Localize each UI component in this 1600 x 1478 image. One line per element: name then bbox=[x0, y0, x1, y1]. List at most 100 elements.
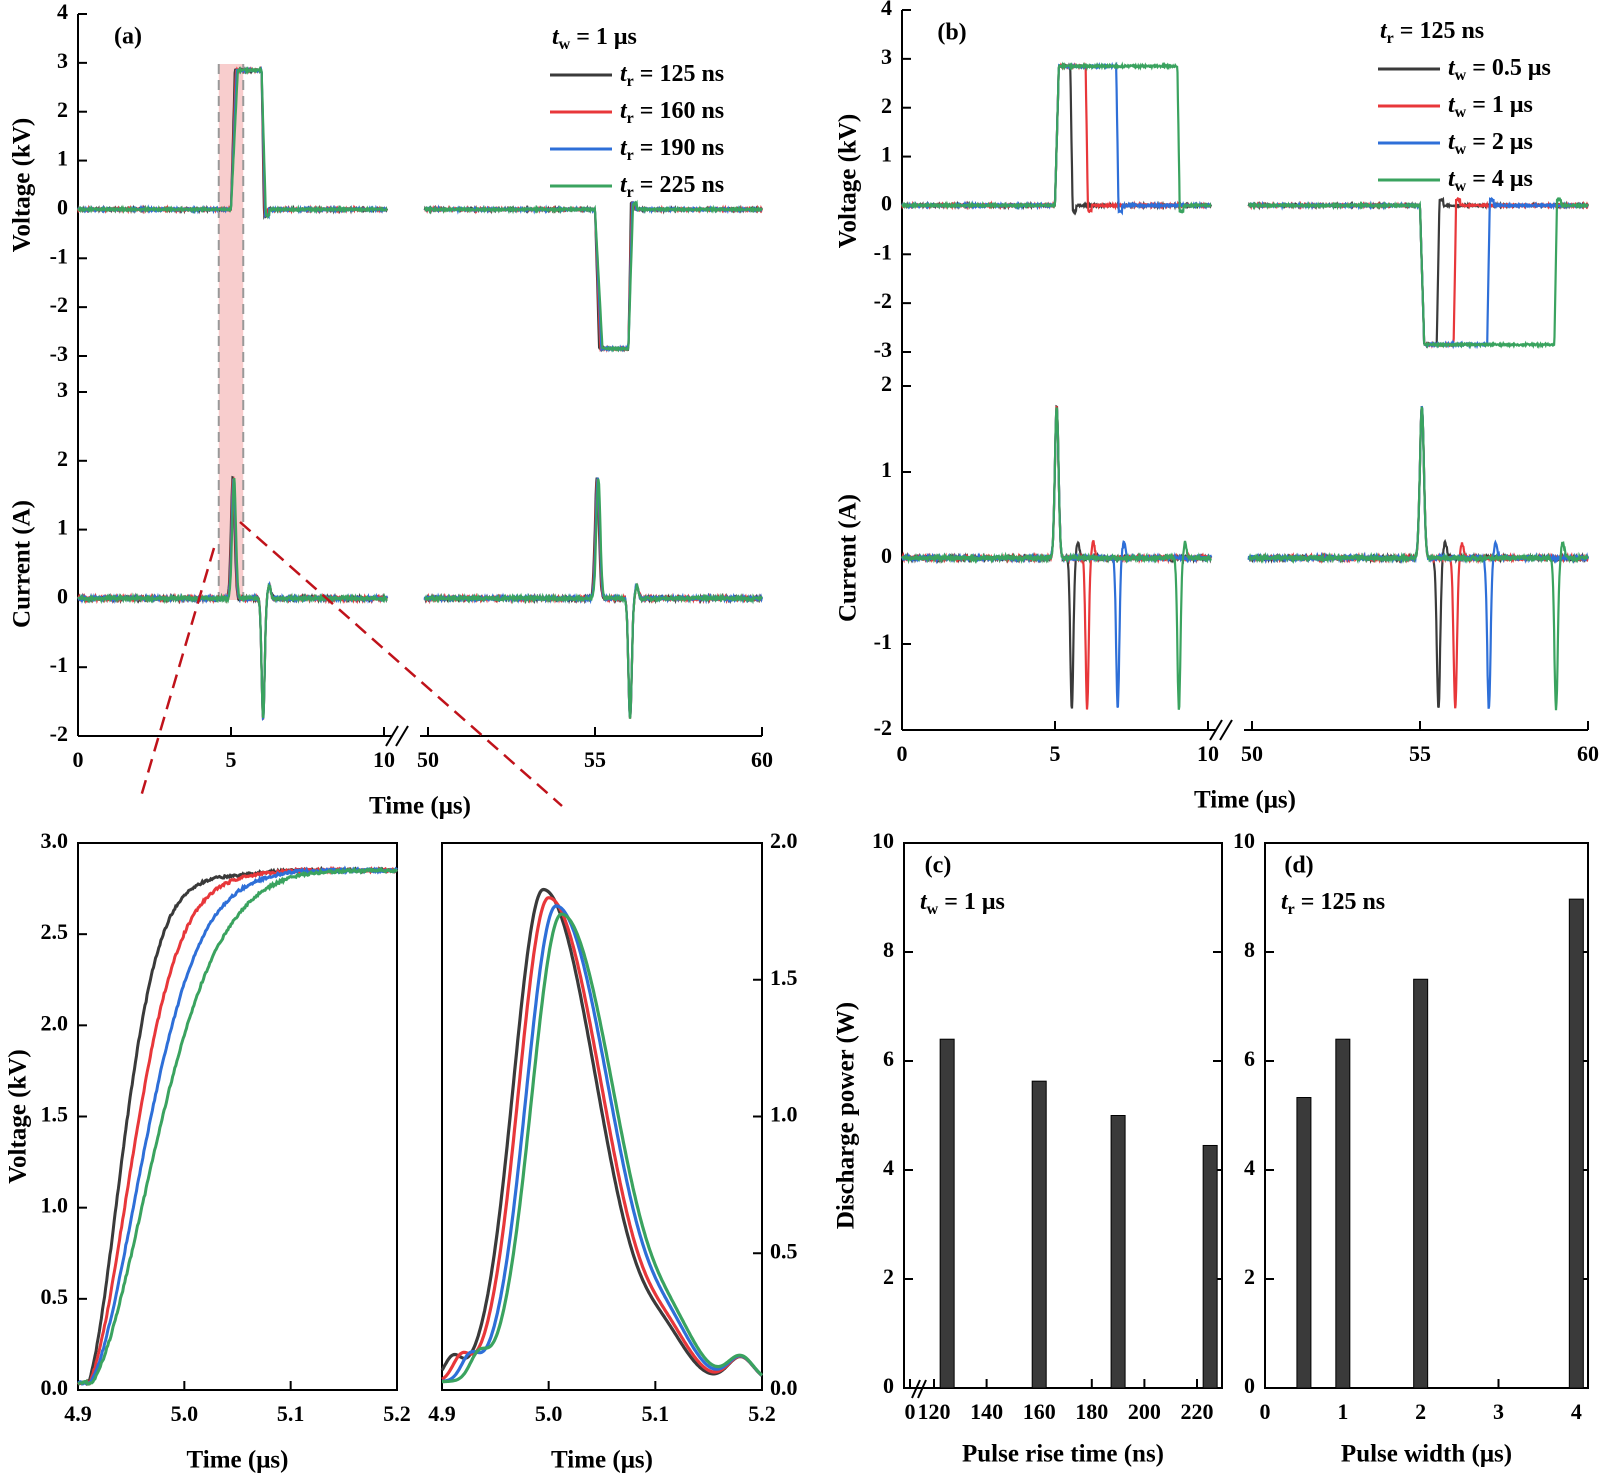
legend-entry-3: tw = 4 μs bbox=[1448, 166, 1533, 195]
y-tick-label: 1 bbox=[881, 457, 892, 482]
panel-annotation-value: = 125 ns bbox=[1295, 889, 1385, 915]
y-tick-label: 1.0 bbox=[41, 1193, 69, 1218]
voltage-trace-3 bbox=[424, 199, 763, 353]
panel-annotation-symbol: t bbox=[920, 889, 928, 915]
x-tick-label: 50 bbox=[417, 747, 439, 772]
y-tick-label: -1 bbox=[874, 629, 892, 654]
y-tick-label: -2 bbox=[50, 292, 68, 317]
y-tick-label: -2 bbox=[50, 721, 68, 746]
x-tick-label: 55 bbox=[584, 747, 606, 772]
axis-break-mark bbox=[1209, 719, 1223, 741]
y-tick-label: -3 bbox=[874, 337, 892, 362]
x-tick-label: 2 bbox=[1415, 1399, 1426, 1424]
legend-entry-0: tw = 0.5 μs bbox=[1448, 55, 1551, 84]
x-tick-label: 5.2 bbox=[383, 1401, 411, 1426]
x-axis-label: Time (μs) bbox=[187, 1447, 289, 1474]
panel-label: (d) bbox=[1284, 853, 1313, 879]
y-tick-label: -1 bbox=[874, 239, 892, 264]
axis-break-mark bbox=[385, 725, 399, 747]
legend-entry-0: tr = 125 ns bbox=[620, 61, 724, 90]
x-axis-label: Time (μs) bbox=[369, 793, 471, 820]
x-tick-label: 5.0 bbox=[535, 1401, 563, 1426]
legend-entry-0-symbol: t bbox=[620, 61, 628, 87]
axis-break-mark bbox=[395, 725, 409, 747]
voltage-trace-3 bbox=[77, 65, 388, 220]
x-tick-label: 10 bbox=[373, 747, 395, 772]
y-tick-label: 3.0 bbox=[41, 828, 69, 853]
legend-title-symbol: t bbox=[1380, 18, 1388, 44]
voltage-trace-2 bbox=[423, 200, 763, 353]
y-tick-label: 6 bbox=[1244, 1046, 1255, 1071]
x-tick-label: 5 bbox=[1050, 741, 1061, 766]
x-tick-label: 60 bbox=[1577, 741, 1599, 766]
y-axis-label: Discharge power (W) bbox=[833, 1002, 860, 1229]
legend-entry-2-subscript: w bbox=[1455, 141, 1467, 158]
y-tick-label: 0.0 bbox=[770, 1375, 798, 1400]
y-tick-label: 0 bbox=[1244, 1373, 1255, 1398]
x-tick-label: 4.9 bbox=[64, 1401, 92, 1426]
y-axis-label-voltage: Voltage (kV) bbox=[835, 114, 862, 249]
y-tick-label: 0.0 bbox=[41, 1375, 69, 1400]
voltage-trace-3 bbox=[1248, 196, 1589, 350]
bar-3 bbox=[1568, 898, 1584, 1389]
panel-zoom-current: 0.0 0.5 1.0 1.5 2.0 4.9 5.0 5.1 5.2 Time (μs) bbox=[428, 828, 797, 1474]
bar-2 bbox=[1110, 1115, 1126, 1389]
current-trace-3 bbox=[77, 477, 388, 719]
x-tick-label: 60 bbox=[751, 747, 773, 772]
x-tick-label: 10 bbox=[1197, 741, 1219, 766]
bar-2 bbox=[1413, 978, 1429, 1389]
panel-annotation-symbol: t bbox=[1281, 889, 1289, 915]
x-tick-label: 3 bbox=[1493, 1399, 1504, 1424]
y-tick-label: 3 bbox=[881, 44, 892, 69]
bar-1 bbox=[1031, 1080, 1047, 1389]
x-axis-label: Time (μs) bbox=[551, 1447, 653, 1474]
y-tick-label: -2 bbox=[874, 715, 892, 740]
x-tick-label: 200 bbox=[1128, 1399, 1161, 1424]
y-tick-label: 0.5 bbox=[41, 1284, 69, 1309]
y-tick-label: -2 bbox=[874, 288, 892, 313]
x-tick-label: 4 bbox=[1571, 1399, 1582, 1424]
y-tick-label: 4 bbox=[881, 0, 892, 20]
y-tick-label: 4 bbox=[1244, 1155, 1255, 1180]
legend-entry-1-subscript: r bbox=[627, 110, 634, 127]
y-tick-label: 8 bbox=[883, 937, 894, 962]
zoom-voltage-trace-3 bbox=[77, 866, 399, 1386]
x-tick-label: 120 bbox=[918, 1399, 951, 1424]
x-tick-label: 0 bbox=[905, 1399, 916, 1424]
y-tick-label: -1 bbox=[50, 652, 68, 677]
y-axis-label-current: Current (A) bbox=[9, 500, 36, 628]
panel-label: (b) bbox=[937, 20, 966, 46]
zoom-current-trace-3 bbox=[442, 912, 764, 1384]
x-tick-label: 4.9 bbox=[428, 1401, 456, 1426]
y-tick-label: 1 bbox=[57, 146, 68, 171]
axis-break-mark bbox=[911, 1379, 921, 1399]
panel-annotation-subscript: w bbox=[927, 901, 939, 918]
x-tick-label: 50 bbox=[1241, 741, 1263, 766]
plot-frame bbox=[903, 842, 1223, 1389]
x-tick-label: 0 bbox=[897, 741, 908, 766]
legend-entry-1-symbol: t bbox=[620, 98, 628, 124]
y-tick-label: 8 bbox=[1244, 937, 1255, 962]
y-axis-label-current: Current (A) bbox=[835, 494, 862, 622]
legend-entry-3-subscript: w bbox=[1455, 178, 1467, 195]
y-tick-label: 0 bbox=[881, 543, 892, 568]
y-tick-label: 6 bbox=[883, 1046, 894, 1071]
axis-break-mark bbox=[1219, 719, 1233, 741]
y-tick-label: 4 bbox=[883, 1155, 894, 1180]
y-tick-label: 0 bbox=[57, 194, 68, 219]
panel-annotation: tr = 125 ns bbox=[1281, 889, 1385, 918]
x-tick-label: 160 bbox=[1023, 1399, 1056, 1424]
bar-3 bbox=[1202, 1144, 1218, 1389]
x-axis-label: Time (μs) bbox=[1194, 787, 1296, 814]
y-tick-label: 2 bbox=[881, 371, 892, 396]
zoom-current-trace-1 bbox=[441, 896, 764, 1381]
legend-entry-0-subscript: r bbox=[627, 73, 634, 90]
legend-entry-3-value: = 4 μs bbox=[1466, 166, 1533, 192]
y-tick-label: 2.0 bbox=[770, 828, 798, 853]
y-tick-label: 2 bbox=[1244, 1264, 1255, 1289]
legend-entry-3-subscript: r bbox=[627, 184, 634, 201]
